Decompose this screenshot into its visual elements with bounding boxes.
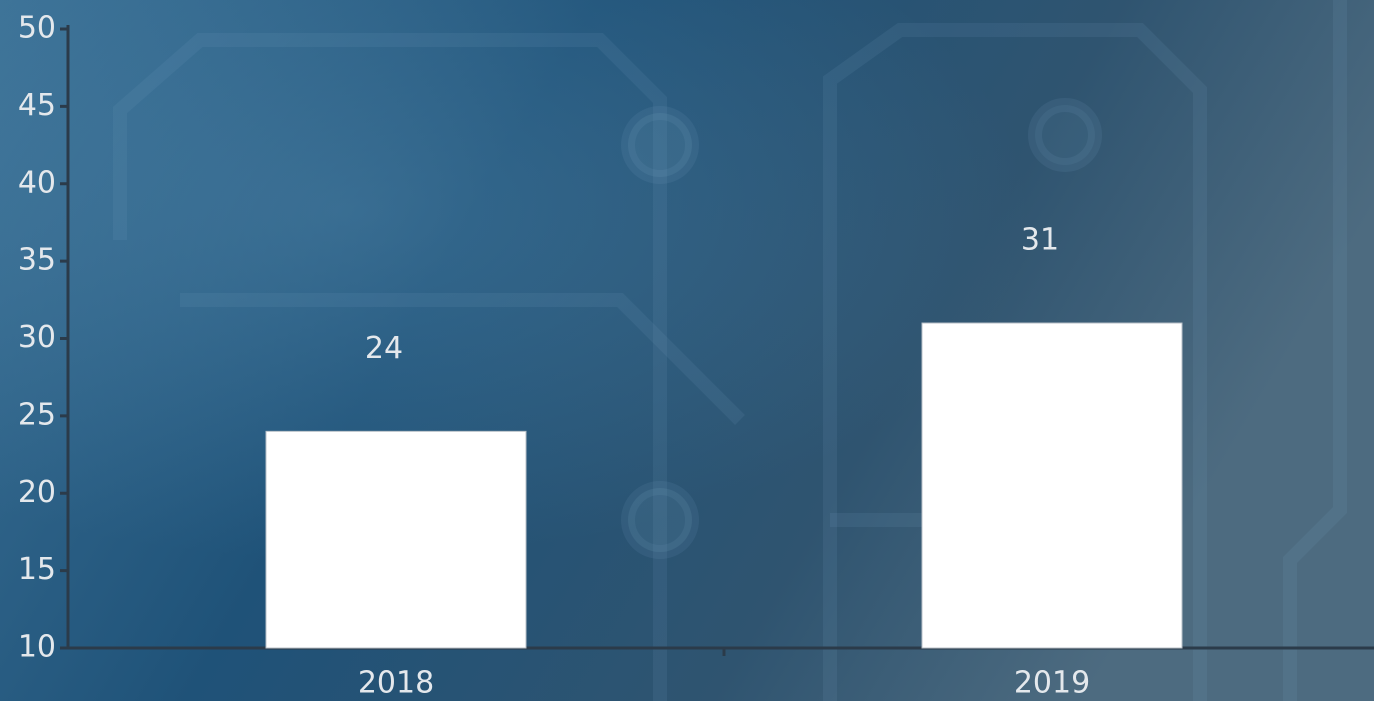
- y-tick-label: 25: [18, 397, 56, 432]
- value-label: 31: [1021, 223, 1059, 258]
- y-tick-label: 15: [18, 552, 56, 587]
- bar: [921, 322, 1183, 649]
- y-tick-label: 20: [18, 475, 56, 510]
- y-tick-label: 50: [18, 11, 56, 46]
- y-tick-label: 40: [18, 165, 56, 200]
- circuit-decoration: [113, 0, 1347, 701]
- y-tick-label: 45: [18, 88, 56, 123]
- bar: [265, 430, 527, 649]
- y-tick-label: 35: [18, 243, 56, 278]
- y-tick-label: 30: [18, 320, 56, 355]
- y-tick-label: 10: [18, 630, 56, 665]
- x-tick-label: 2018: [358, 666, 434, 701]
- value-label: 24: [365, 331, 403, 366]
- x-tick-label: 2019: [1014, 666, 1090, 701]
